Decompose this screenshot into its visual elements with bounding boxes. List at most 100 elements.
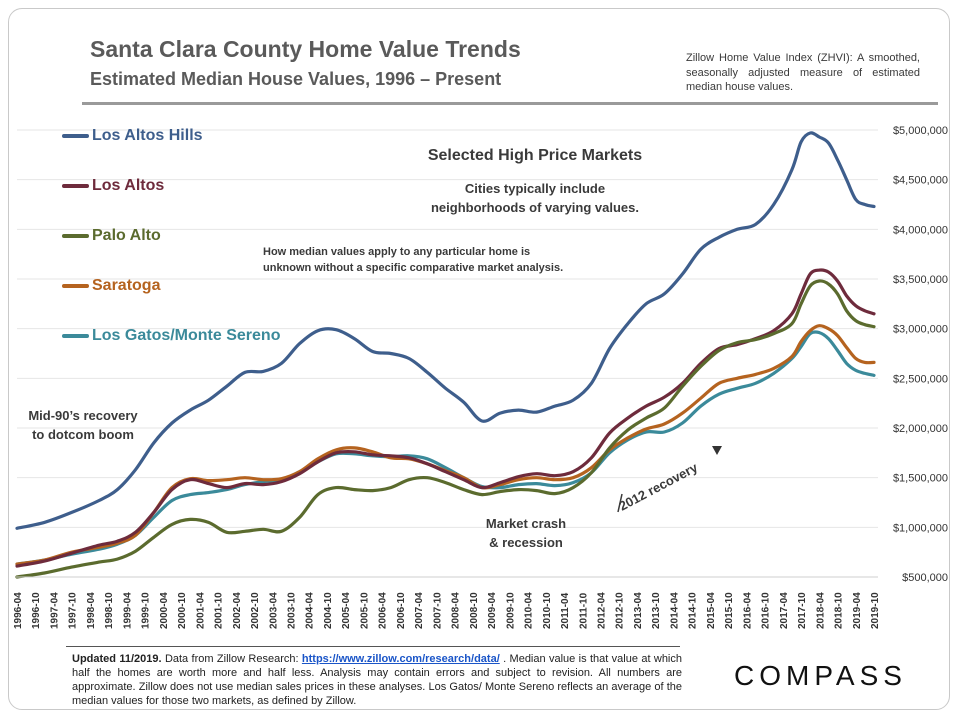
- x-tick-label: 2005-04: [341, 592, 352, 629]
- page-subtitle: Estimated Median House Values, 1996 – Pr…: [90, 69, 502, 89]
- selected-markets-label: Selected High Price Markets: [400, 147, 670, 165]
- y-tick-label: $3,000,000: [893, 324, 948, 336]
- footer-updated: Updated 11/2019.: [72, 653, 162, 665]
- y-tick-label: $5,000,000: [893, 125, 948, 137]
- x-tick-label: 2009-04: [487, 592, 498, 629]
- y-tick-label: $1,500,000: [893, 473, 948, 485]
- zhvi-definition: Zillow Home Value Index (ZHVI): A smooth…: [686, 52, 920, 93]
- x-tick-label: 2008-10: [469, 592, 480, 629]
- x-tick-label: 2004-04: [305, 592, 316, 629]
- x-tick-label: 2018-10: [834, 592, 845, 629]
- x-tick-label: 1996-10: [31, 592, 42, 629]
- x-tick-label: 2007-10: [432, 592, 443, 629]
- x-tick-label: 2018-04: [815, 592, 826, 629]
- footer-divider: [66, 646, 680, 647]
- x-tick-label: 2004-10: [323, 592, 334, 629]
- zillow-research-link[interactable]: https://www.zillow.com/research/data/: [301, 653, 500, 665]
- y-tick-label: $1,000,000: [893, 522, 948, 534]
- x-tick-label: 2019-10: [870, 592, 881, 629]
- mid90s-note: Mid-90’s recovery to dotcom boom: [14, 406, 152, 444]
- x-tick-label: 2015-04: [706, 592, 717, 629]
- series-line-palo-alto: [15, 279, 876, 579]
- crash-note-line: & recession: [489, 535, 563, 550]
- x-tick-label: 2006-04: [378, 592, 389, 629]
- slide-frame: [8, 8, 950, 710]
- x-tick-label: 2000-04: [159, 592, 170, 629]
- series-line-los-altos: [15, 268, 876, 568]
- recovery-annotation: 2012 recovery: [616, 459, 700, 513]
- crash-note-line: Market crash: [485, 516, 567, 531]
- cities-note-line: neighborhoods of varying values.: [430, 200, 640, 215]
- crash-note: Market crash & recession: [460, 514, 592, 552]
- y-tick-label: $3,500,000: [893, 274, 948, 286]
- x-tick-label: 2003-10: [287, 592, 298, 629]
- x-tick-label: 2019-04: [852, 592, 863, 629]
- footer-text: Data from Zillow Research:: [161, 653, 302, 665]
- x-tick-label: 1999-04: [122, 592, 133, 629]
- x-tick-label: 2008-04: [451, 592, 462, 629]
- legend-label: Los Altos Hills: [92, 127, 203, 144]
- header-divider: [82, 102, 938, 105]
- median-note-line: unknown without a specific comparative m…: [263, 262, 564, 274]
- legend-swatch: [62, 234, 89, 238]
- footer-note: Updated 11/2019. Data from Zillow Resear…: [72, 652, 682, 708]
- footer-text: . Median value is that value at which ha…: [72, 653, 682, 707]
- recovery-arrow-icon: [712, 446, 722, 455]
- series-line-los-gatos-monte-sereno: [15, 330, 876, 566]
- x-tick-label: 2005-10: [359, 592, 370, 629]
- x-tick-label: 2002-10: [250, 592, 261, 629]
- x-tick-label: 2002-04: [232, 592, 243, 629]
- selected-markets-text: Selected High Price Markets: [427, 147, 643, 164]
- x-tick-label: 2010-10: [542, 592, 553, 629]
- cities-note: Cities typically include neighborhoods o…: [400, 179, 670, 217]
- recovery-tick: [617, 493, 623, 513]
- legend-label: Los Gatos/Monte Sereno: [92, 327, 281, 344]
- x-tick-label: 2003-04: [268, 592, 279, 629]
- y-tick-label: $4,500,000: [893, 175, 948, 187]
- x-tick-label: 2009-10: [505, 592, 516, 629]
- x-tick-label: 2001-04: [195, 592, 206, 629]
- legend-swatch: [62, 184, 89, 188]
- legend-item-los-altos-hills: Los Altos Hills: [62, 127, 203, 145]
- legend-swatch: [62, 334, 89, 338]
- x-tick-label: 2013-10: [651, 592, 662, 629]
- y-tick-label: $2,000,000: [893, 423, 948, 435]
- series-line-los-altos-hills: [15, 131, 876, 530]
- y-tick-label: $500,000: [902, 572, 948, 584]
- x-tick-label: 2007-04: [414, 592, 425, 629]
- legend-label: Palo Alto: [92, 227, 161, 244]
- legend-item-palo-alto: Palo Alto: [62, 227, 161, 245]
- x-tick-label: 1996-04: [13, 592, 24, 629]
- cities-note-line: Cities typically include: [464, 181, 606, 196]
- series-line-saratoga: [15, 324, 876, 566]
- x-tick-label: 2006-10: [396, 592, 407, 629]
- mid90s-note-line: to dotcom boom: [32, 427, 134, 442]
- legend-item-los-gatos-monte-sereno: Los Gatos/Monte Sereno: [62, 327, 280, 345]
- x-tick-label: 2014-04: [669, 592, 680, 629]
- compass-logo-text: COMPASS: [734, 660, 907, 691]
- x-tick-label: 2017-10: [797, 592, 808, 629]
- x-tick-label: 2016-04: [742, 592, 753, 629]
- x-tick-label: 2014-10: [688, 592, 699, 629]
- x-tick-label: 1999-10: [141, 592, 152, 629]
- x-tick-label: 1998-04: [86, 592, 97, 629]
- x-tick-label: 1997-04: [49, 592, 60, 629]
- x-tick-label: 2001-10: [214, 592, 225, 629]
- legend-label: Saratoga: [92, 277, 161, 294]
- x-tick-label: 1997-10: [68, 592, 79, 629]
- legend-label: Los Altos: [92, 177, 165, 194]
- page-title: Santa Clara County Home Value Trends: [90, 36, 521, 62]
- x-tick-label: 2012-10: [615, 592, 626, 629]
- x-tick-label: 2010-04: [524, 592, 535, 629]
- x-tick-label: 2011-10: [578, 592, 589, 629]
- median-note-line: How median values apply to any particula…: [263, 246, 531, 258]
- legend-swatch: [62, 134, 89, 138]
- y-tick-label: $2,500,000: [893, 373, 948, 385]
- mid90s-note-line: Mid-90’s recovery: [28, 408, 138, 423]
- x-tick-label: 2017-04: [779, 592, 790, 629]
- x-axis-tick-labels: 1996-04 1996-10 1997-04 1997-10 1998-04 1998-…: [13, 592, 881, 629]
- y-axis-tick-labels: $500,000 $1,000,000 $1,500,000 $2,000,000 $2…: [893, 125, 948, 584]
- y-tick-label: $4,000,000: [893, 224, 948, 236]
- legend-item-saratoga: Saratoga: [62, 277, 160, 295]
